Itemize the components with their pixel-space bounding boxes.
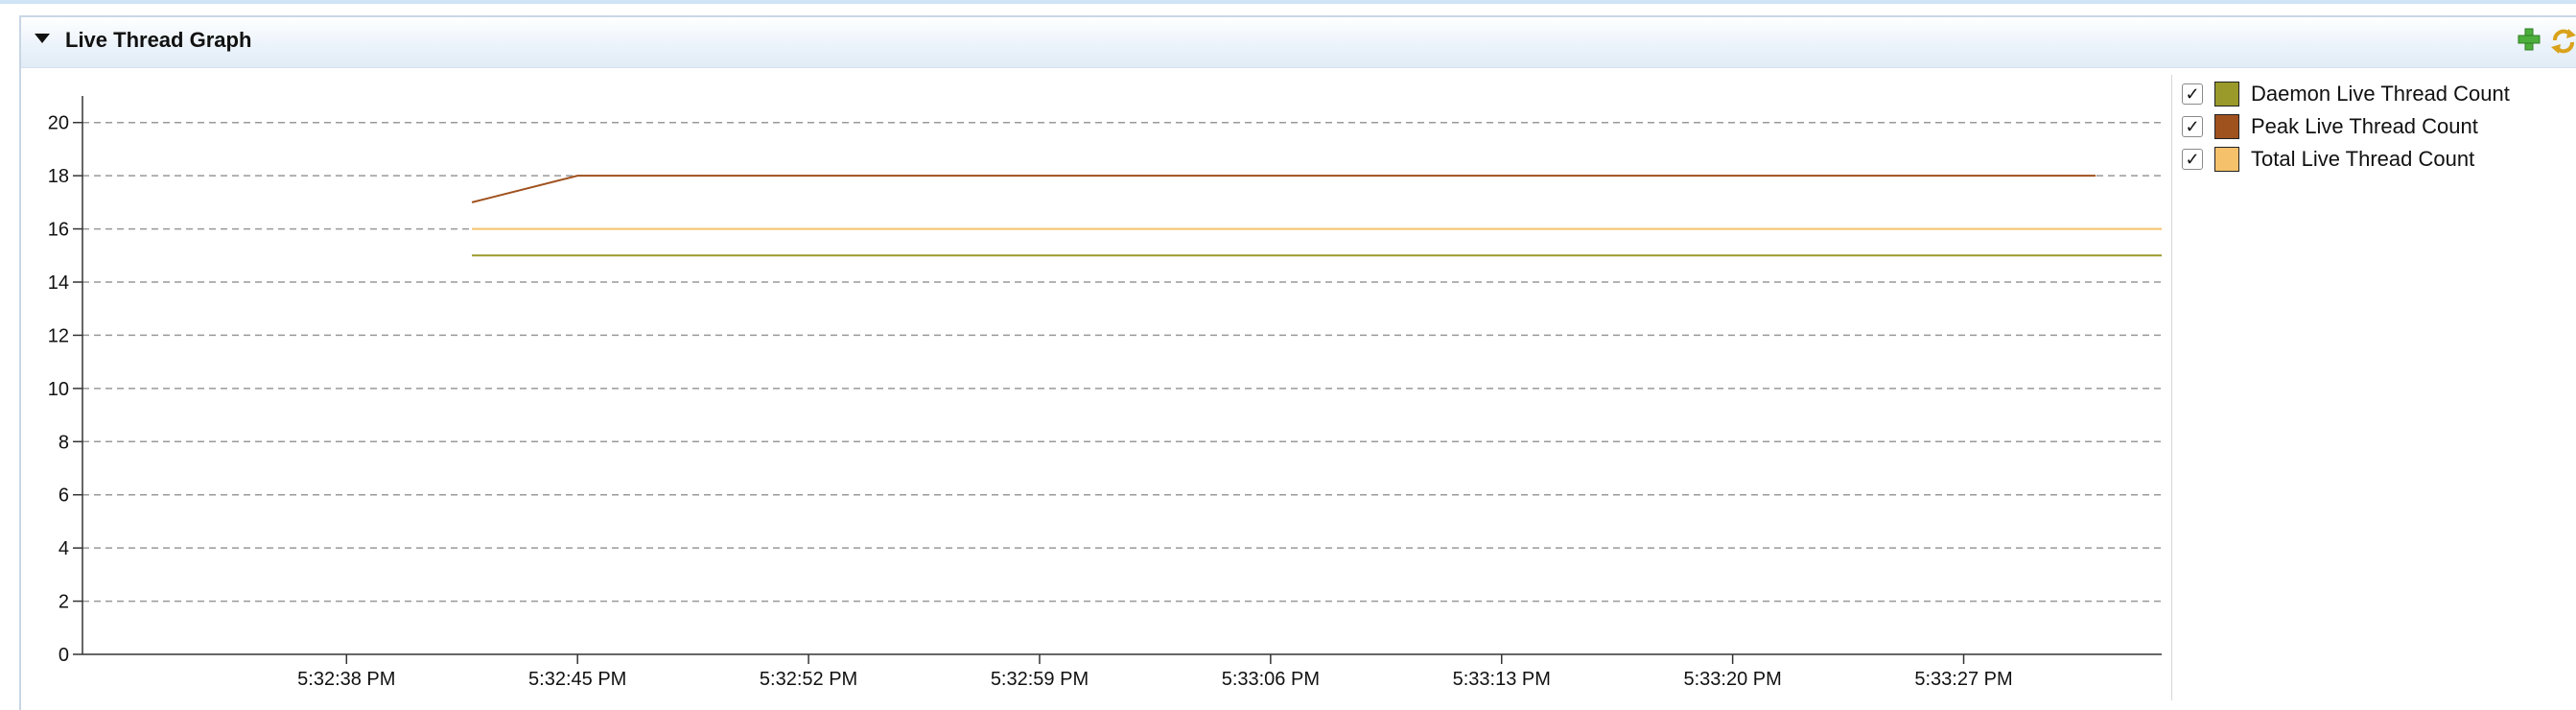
section-header[interactable]: Live Thread Graph xyxy=(21,17,2576,68)
y-tick-label: 12 xyxy=(48,325,69,346)
y-tick-label: 4 xyxy=(59,538,69,559)
y-tick-label: 0 xyxy=(59,645,69,666)
y-tick-label: 16 xyxy=(48,220,69,241)
live-thread-graph-section: Live Thread Graph xyxy=(19,15,2576,710)
x-tick-label: 5:33:20 PM xyxy=(1683,669,1781,690)
thread-line-chart: 0 2 4 6 8 10 12 14 16 18 20 5:32:38 PM 5:32:45 PM 5:3… xyxy=(48,96,2162,690)
legend-item-total[interactable]: ✓ Total Live Thread Count xyxy=(2176,144,2569,175)
legend-checkbox-total[interactable]: ✓ xyxy=(2182,149,2203,170)
legend-label-total: Total Live Thread Count xyxy=(2251,147,2475,171)
legend-label-daemon: Daemon Live Thread Count xyxy=(2251,82,2510,106)
y-tick-label: 8 xyxy=(59,432,69,453)
x-tick-label: 5:33:06 PM xyxy=(1222,669,1320,690)
legend-swatch-peak xyxy=(2214,114,2239,139)
y-tick-label: 20 xyxy=(48,113,69,134)
x-tick-label: 5:32:38 PM xyxy=(297,669,395,690)
collapse-toggle-icon[interactable] xyxy=(35,34,50,43)
legend-swatch-total xyxy=(2214,147,2239,172)
legend-item-daemon[interactable]: ✓ Daemon Live Thread Count xyxy=(2176,79,2569,109)
legend-label-peak: Peak Live Thread Count xyxy=(2251,114,2478,138)
legend-checkbox-peak[interactable]: ✓ xyxy=(2182,116,2203,137)
y-tick-label: 14 xyxy=(48,272,69,294)
top-border xyxy=(0,0,2576,4)
chart-legend: ✓ Daemon Live Thread Count ✓ Peak Live T… xyxy=(2171,75,2576,700)
x-tick-label: 5:32:45 PM xyxy=(528,669,626,690)
x-tick-label: 5:32:59 PM xyxy=(991,669,1089,690)
y-tick-label: 6 xyxy=(59,485,69,507)
y-tick-label: 18 xyxy=(48,166,69,187)
section-title: Live Thread Graph xyxy=(65,28,252,52)
x-tick-label: 5:32:52 PM xyxy=(760,669,857,690)
x-tick-label: 5:33:13 PM xyxy=(1453,669,1551,690)
peak-series-line xyxy=(471,175,2096,203)
plus-icon[interactable] xyxy=(2517,27,2541,52)
legend-item-peak[interactable]: ✓ Peak Live Thread Count xyxy=(2176,111,2569,142)
y-tick-label: 2 xyxy=(59,592,69,613)
refresh-icon[interactable] xyxy=(2549,27,2576,56)
legend-swatch-daemon xyxy=(2214,82,2239,106)
x-tick-label: 5:33:27 PM xyxy=(1914,669,2012,690)
y-tick-label: 10 xyxy=(48,379,69,400)
legend-checkbox-daemon[interactable]: ✓ xyxy=(2182,83,2203,105)
